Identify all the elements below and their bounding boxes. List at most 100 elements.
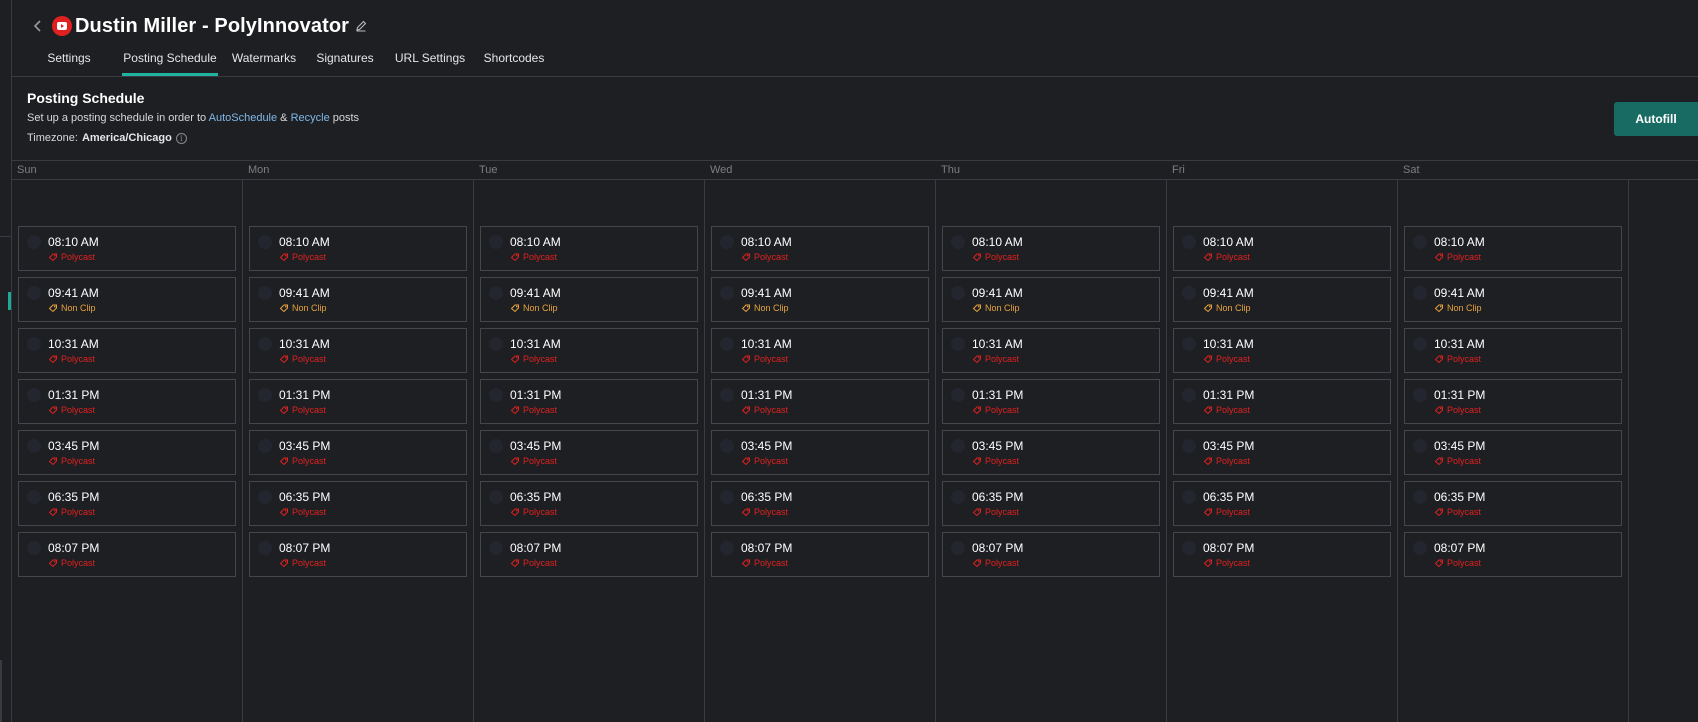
day-column-sun[interactable]: 08:10 AM Polycast 09:41 AM Non Clip 10:31 AM… <box>12 180 243 722</box>
slot-category: Polycast <box>741 507 788 517</box>
tab-url-settings[interactable]: URL Settings <box>394 46 466 76</box>
slot-avatar-icon <box>1413 388 1427 402</box>
slot-category: Polycast <box>510 405 557 415</box>
recycle-link[interactable]: Recycle <box>290 112 330 124</box>
slot-category-label: Polycast <box>1216 354 1251 364</box>
slot-category: Polycast <box>972 558 1019 568</box>
youtube-icon <box>52 16 72 36</box>
schedule-slot[interactable]: 08:10 AM Polycast <box>942 226 1160 271</box>
schedule-slot[interactable]: 06:35 PM Polycast <box>942 481 1160 526</box>
schedule-slot[interactable]: 08:10 AM Polycast <box>711 226 929 271</box>
day-column-wed[interactable]: 08:10 AM Polycast 09:41 AM Non Clip 10:31 AM… <box>705 180 936 722</box>
category-tag-icon <box>48 355 57 364</box>
schedule-slot[interactable]: 08:10 AM Polycast <box>18 226 236 271</box>
slot-time: 03:45 PM <box>48 439 100 453</box>
schedule-slot[interactable]: 03:45 PM Polycast <box>249 430 467 475</box>
slot-time: 10:31 AM <box>1434 337 1485 351</box>
schedule-slot[interactable]: 03:45 PM Polycast <box>942 430 1160 475</box>
schedule-slot[interactable]: 10:31 AM Polycast <box>18 328 236 373</box>
schedule-slot[interactable]: 08:07 PM Polycast <box>480 532 698 577</box>
schedule-slot[interactable]: 10:31 AM Polycast <box>1404 328 1622 373</box>
slot-avatar-icon <box>720 337 734 351</box>
schedule-slot[interactable]: 10:31 AM Polycast <box>1173 328 1391 373</box>
schedule-slot[interactable]: 08:10 AM Polycast <box>1173 226 1391 271</box>
schedule-slot[interactable]: 10:31 AM Polycast <box>711 328 929 373</box>
autofill-button[interactable]: Autofill <box>1614 102 1698 136</box>
schedule-slot[interactable]: 09:41 AM Non Clip <box>480 277 698 322</box>
schedule-slot[interactable]: 10:31 AM Polycast <box>942 328 1160 373</box>
left-panel-scrollbar[interactable] <box>0 660 2 722</box>
schedule-slot[interactable]: 01:31 PM Polycast <box>249 379 467 424</box>
schedule-slot[interactable]: 03:45 PM Polycast <box>1404 430 1622 475</box>
schedule-slot[interactable]: 08:07 PM Polycast <box>1173 532 1391 577</box>
category-tag-icon <box>741 406 750 415</box>
pencil-icon[interactable] <box>355 19 369 33</box>
slot-category: Polycast <box>741 456 788 466</box>
schedule-slot[interactable]: 03:45 PM Polycast <box>480 430 698 475</box>
tab-posting-schedule[interactable]: Posting Schedule <box>122 46 218 76</box>
schedule-slot[interactable]: 06:35 PM Polycast <box>480 481 698 526</box>
tab-signatures[interactable]: Signatures <box>314 46 376 76</box>
category-tag-icon <box>741 559 750 568</box>
schedule-slot[interactable]: 08:07 PM Polycast <box>18 532 236 577</box>
schedule-slot[interactable]: 08:07 PM Polycast <box>1404 532 1622 577</box>
day-column-fri[interactable]: 08:10 AM Polycast 09:41 AM Non Clip 10:31 AM… <box>1167 180 1398 722</box>
schedule-slot[interactable]: 09:41 AM Non Clip <box>18 277 236 322</box>
schedule-slot[interactable]: 10:31 AM Polycast <box>480 328 698 373</box>
schedule-slot[interactable]: 06:35 PM Polycast <box>18 481 236 526</box>
schedule-slot[interactable]: 08:07 PM Polycast <box>249 532 467 577</box>
schedule-slot[interactable]: 08:10 AM Polycast <box>480 226 698 271</box>
slot-time: 06:35 PM <box>972 490 1024 504</box>
schedule-slot[interactable]: 03:45 PM Polycast <box>711 430 929 475</box>
slot-avatar-icon <box>1413 541 1427 555</box>
tab-shortcodes[interactable]: Shortcodes <box>482 46 546 76</box>
slot-category-label: Polycast <box>523 354 558 364</box>
slot-category-label: Polycast <box>292 405 327 415</box>
tab-watermarks[interactable]: Watermarks <box>228 46 300 76</box>
schedule-slot[interactable]: 09:41 AM Non Clip <box>1173 277 1391 322</box>
schedule-slot[interactable]: 01:31 PM Polycast <box>1173 379 1391 424</box>
info-icon[interactable]: i <box>175 132 187 144</box>
slot-category-label: Polycast <box>523 456 558 466</box>
schedule-slot[interactable]: 03:45 PM Polycast <box>18 430 236 475</box>
schedule-slot[interactable]: 06:35 PM Polycast <box>249 481 467 526</box>
schedule-slot[interactable]: 06:35 PM Polycast <box>711 481 929 526</box>
slot-time: 03:45 PM <box>1203 439 1255 453</box>
schedule-slot[interactable]: 08:10 AM Polycast <box>249 226 467 271</box>
description-text: posts <box>329 112 360 124</box>
slot-avatar-icon <box>951 337 965 351</box>
slot-category-label: Polycast <box>523 507 558 517</box>
schedule-slot[interactable]: 01:31 PM Polycast <box>1404 379 1622 424</box>
schedule-slot[interactable]: 08:07 PM Polycast <box>711 532 929 577</box>
slot-time: 06:35 PM <box>741 490 793 504</box>
day-column-thu[interactable]: 08:10 AM Polycast 09:41 AM Non Clip 10:31 AM… <box>936 180 1167 722</box>
day-column-sat[interactable]: 08:10 AM Polycast 09:41 AM Non Clip 10:31 AM… <box>1398 180 1629 722</box>
category-tag-icon <box>1203 253 1212 262</box>
chevron-left-icon[interactable] <box>30 18 46 34</box>
schedule-slot[interactable]: 08:10 AM Polycast <box>1404 226 1622 271</box>
schedule-slot[interactable]: 01:31 PM Polycast <box>942 379 1160 424</box>
schedule-slot[interactable]: 01:31 PM Polycast <box>480 379 698 424</box>
category-tag-icon <box>972 508 981 517</box>
schedule-slot[interactable]: 06:35 PM Polycast <box>1173 481 1391 526</box>
schedule-slot[interactable]: 08:07 PM Polycast <box>942 532 1160 577</box>
schedule-slot[interactable]: 03:45 PM Polycast <box>1173 430 1391 475</box>
schedule-slot[interactable]: 01:31 PM Polycast <box>711 379 929 424</box>
schedule-slot[interactable]: 06:35 PM Polycast <box>1404 481 1622 526</box>
schedule-slot[interactable]: 09:41 AM Non Clip <box>711 277 929 322</box>
schedule-slot[interactable]: 10:31 AM Polycast <box>249 328 467 373</box>
slot-category: Polycast <box>510 354 557 364</box>
slot-time: 10:31 AM <box>279 337 330 351</box>
category-tag-icon <box>972 559 981 568</box>
schedule-slot[interactable]: 09:41 AM Non Clip <box>1404 277 1622 322</box>
category-tag-icon <box>741 457 750 466</box>
slot-time: 01:31 PM <box>279 388 331 402</box>
day-column-tue[interactable]: 08:10 AM Polycast 09:41 AM Non Clip 10:31 AM… <box>474 180 705 722</box>
day-column-mon[interactable]: 08:10 AM Polycast 09:41 AM Non Clip 10:31 AM… <box>243 180 474 722</box>
tab-settings[interactable]: Settings <box>38 46 100 76</box>
schedule-slot[interactable]: 09:41 AM Non Clip <box>249 277 467 322</box>
autoschedule-link[interactable]: AutoSchedule <box>208 112 278 124</box>
slot-time: 08:07 PM <box>510 541 562 555</box>
schedule-slot[interactable]: 01:31 PM Polycast <box>18 379 236 424</box>
schedule-slot[interactable]: 09:41 AM Non Clip <box>942 277 1160 322</box>
